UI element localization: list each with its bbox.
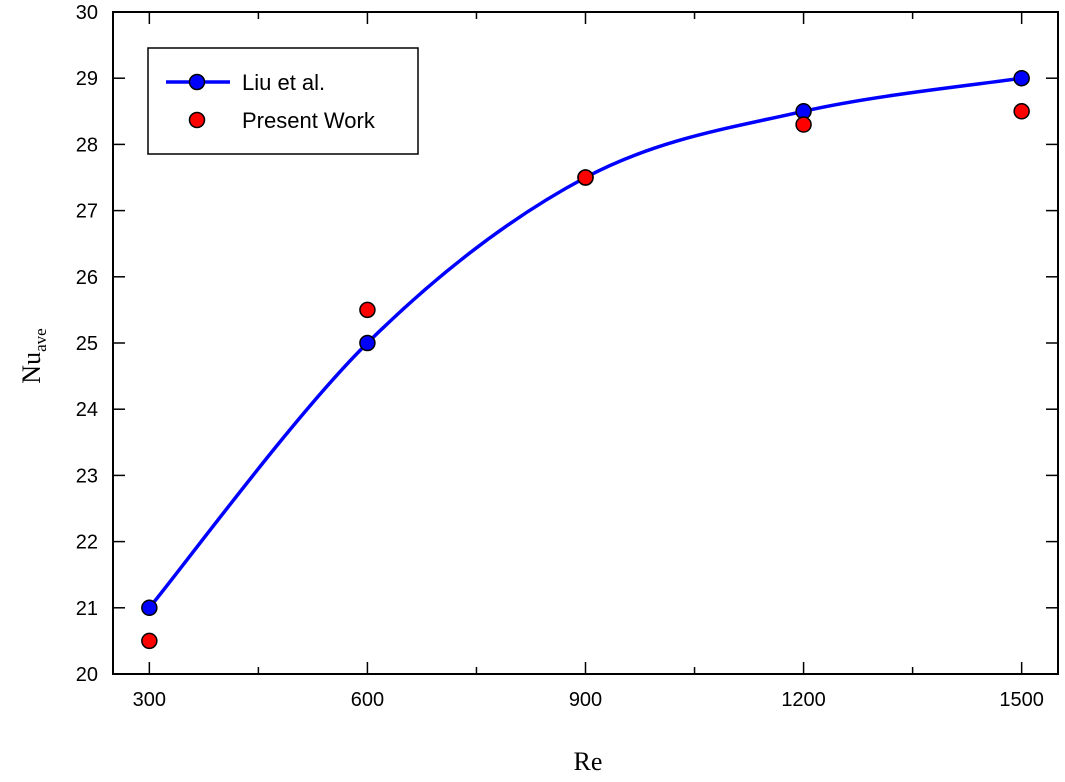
axes: 300 600 900 1200 1500 20 21 22 23 24 25 26 27 28 29 30	[76, 2, 1059, 711]
y-tick-label: 22	[76, 532, 98, 554]
x-axis-title: Re	[574, 747, 603, 776]
series-line-0	[147, 76, 1022, 609]
y-tick-label: 25	[76, 333, 98, 355]
series-layer	[141, 69, 1030, 650]
legend: Liu et al. Present Work	[147, 47, 419, 155]
data-point-series-0	[1013, 69, 1030, 87]
x-tick-label: 300	[133, 689, 166, 711]
legend-marker-liu	[188, 73, 206, 91]
data-point-series-1	[1013, 103, 1030, 120]
x-tick-label: 900	[569, 689, 602, 711]
data-point-series-0	[141, 599, 158, 617]
data-point-series-1	[141, 632, 158, 650]
y-tick-label: 29	[76, 68, 98, 90]
y-tick-label: 20	[76, 664, 98, 686]
legend-label-present: Present Work	[242, 108, 376, 133]
data-point-series-0	[359, 334, 376, 352]
y-axis-title-main: Nu	[17, 352, 46, 384]
y-tick-label: 28	[76, 134, 98, 156]
y-tick-label: 26	[76, 267, 98, 289]
y-axis-title-sub: ave	[31, 328, 50, 352]
data-point-series-1	[577, 169, 594, 186]
x-tick-label: 1500	[999, 689, 1044, 711]
data-point-series-1	[795, 116, 812, 133]
y-tick-label: 30	[76, 2, 98, 24]
legend-label-liu: Liu et al.	[242, 70, 325, 95]
y-tick-label: 24	[76, 399, 98, 421]
legend-box	[147, 47, 419, 155]
x-tick-label: 600	[351, 689, 384, 711]
svg-text:Nuave: Nuave	[17, 328, 50, 383]
data-point-series-1	[359, 301, 376, 319]
x-tick-label: 1200	[781, 689, 826, 711]
legend-marker-present	[188, 111, 206, 129]
y-tick-label: 21	[76, 598, 98, 620]
y-tick-label: 27	[76, 201, 98, 223]
y-tick-label: 23	[76, 465, 98, 487]
y-axis-title: Nuave	[17, 328, 50, 383]
